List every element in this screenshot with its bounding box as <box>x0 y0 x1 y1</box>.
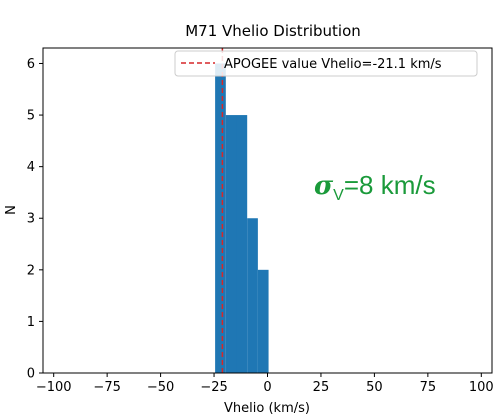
x-tick-label-0: −100 <box>36 380 72 395</box>
x-tick-label-1: −75 <box>93 380 120 395</box>
histogram-bar-1 <box>225 115 237 374</box>
y-tick-label-1: 1 <box>27 315 35 330</box>
y-tick-label-6: 6 <box>27 57 35 72</box>
x-tick-label-6: 50 <box>366 380 383 395</box>
legend-box <box>174 50 478 77</box>
x-tick-label-2: −50 <box>147 380 174 395</box>
x-tick-label-5: 25 <box>313 380 330 395</box>
x-tick-label-7: 75 <box>420 380 437 395</box>
x-tick-label-8: 100 <box>469 380 494 395</box>
legend: APOGEE value Vhelio=-21.1 km/s <box>174 50 478 77</box>
x-ticks: −100 −75 −50 −25 0 25 50 75 100 <box>36 373 494 395</box>
y-tick-label-3: 3 <box>27 212 35 227</box>
bars <box>215 63 269 374</box>
sigma-subscript: V <box>333 187 344 204</box>
x-tick-label-4: 0 <box>263 380 271 395</box>
legend-label: APOGEE value Vhelio=-21.1 km/s <box>224 57 442 72</box>
x-axis-label: Vhelio (km/s) <box>224 401 310 416</box>
y-tick-label-5: 5 <box>27 109 35 124</box>
histogram-bar-3 <box>247 218 258 373</box>
sigma-symbol: σ <box>314 171 334 201</box>
y-axis-label: N <box>4 205 19 215</box>
y-tick-label-0: 0 <box>27 367 35 382</box>
chart-title: M71 Vhelio Distribution <box>185 22 361 40</box>
y-tick-label-4: 4 <box>27 160 35 175</box>
y-tick-label-2: 2 <box>27 263 35 278</box>
histogram-bar-0 <box>215 63 226 373</box>
sigma-value: =8 km/s <box>344 170 436 200</box>
y-ticks: 0 1 2 3 4 5 6 <box>27 57 43 382</box>
sigma-annotation: σV=8 km/s <box>314 170 436 204</box>
histogram-bar-2 <box>236 115 248 374</box>
x-tick-label-3: −25 <box>200 380 227 395</box>
histogram-bar-4 <box>257 269 269 373</box>
